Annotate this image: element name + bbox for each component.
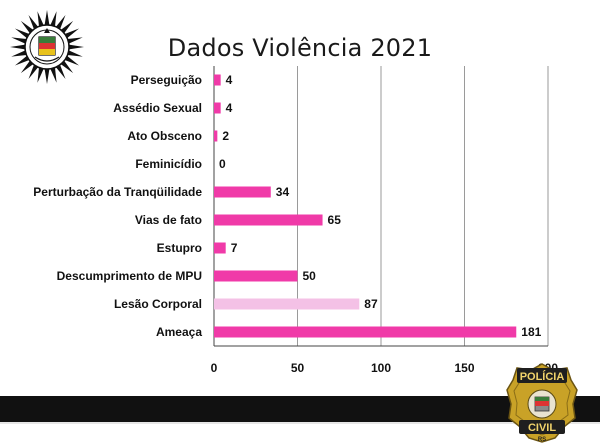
- bar: [214, 186, 271, 198]
- x-tick-label: 150: [454, 361, 474, 375]
- chart-title: Dados Violência 2021: [167, 34, 433, 62]
- category-label: Lesão Corporal: [114, 297, 202, 311]
- badge-text-policia: POLÍCIA: [520, 370, 565, 383]
- data-label: 4: [226, 101, 233, 115]
- bar: [214, 242, 226, 254]
- category-label: Vias de fato: [135, 213, 202, 227]
- policia-civil-badge-logo: POLÍCIA CIVIL RS: [506, 363, 578, 443]
- category-label: Descumprimento de MPU: [57, 269, 202, 283]
- rs-coat-of-arms-logo: [10, 10, 84, 84]
- category-label: Feminicídio: [135, 157, 202, 171]
- badge-text-civil: CIVIL: [528, 422, 556, 434]
- data-label: 34: [276, 185, 290, 199]
- category-label: Ameaça: [156, 325, 202, 339]
- data-label: 87: [364, 297, 378, 311]
- footer-divider: [0, 422, 600, 424]
- bar: [214, 214, 323, 226]
- data-label: 2: [222, 129, 229, 143]
- x-tick-label: 0: [211, 361, 218, 375]
- data-label: 181: [521, 325, 541, 339]
- bar: [214, 102, 221, 114]
- data-label: 65: [328, 213, 342, 227]
- category-label: Assédio Sexual: [113, 101, 202, 115]
- x-tick-label: 50: [291, 361, 305, 375]
- category-label: Perturbação da Tranqüilidade: [33, 185, 202, 199]
- data-label: 50: [303, 269, 317, 283]
- bar: [214, 298, 360, 310]
- bar: [214, 130, 218, 142]
- badge-text-rs: RS: [538, 437, 546, 443]
- bar: [214, 270, 298, 282]
- bar: [214, 74, 221, 86]
- bar: [214, 326, 517, 338]
- data-label: 7: [231, 241, 238, 255]
- data-label: 0: [219, 157, 226, 171]
- footer-bar: [0, 396, 600, 422]
- category-label: Ato Obsceno: [127, 129, 202, 143]
- category-label: Estupro: [157, 241, 202, 255]
- category-label: Perseguição: [131, 73, 202, 87]
- data-label: 4: [226, 73, 233, 87]
- x-tick-label: 100: [371, 361, 391, 375]
